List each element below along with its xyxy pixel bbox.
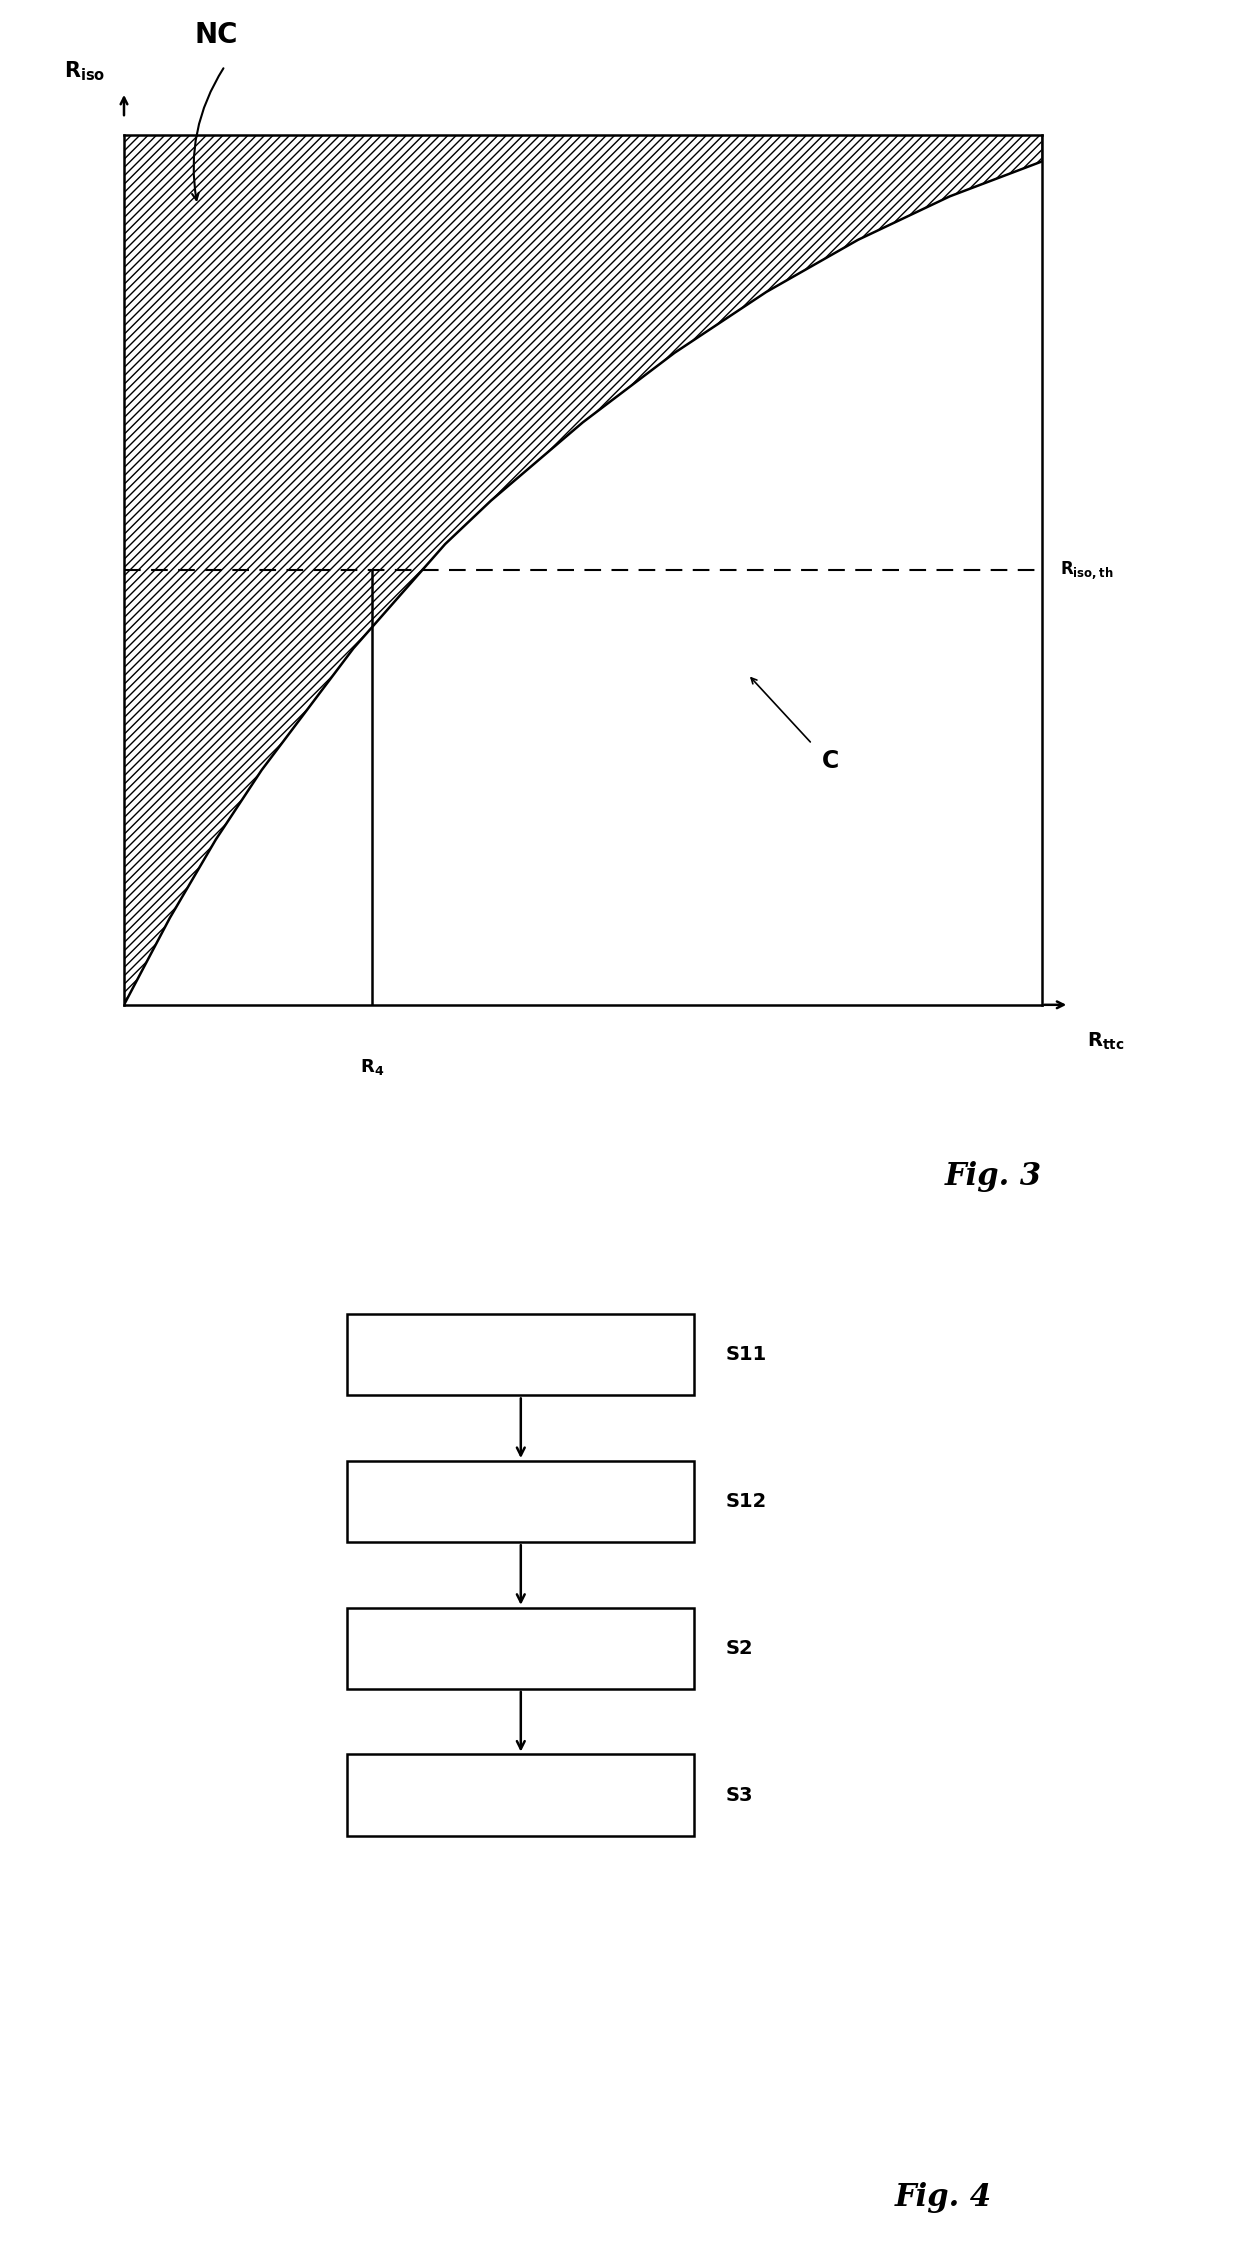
Text: C: C	[821, 750, 838, 774]
Bar	[347, 1461, 694, 1542]
Bar	[347, 1314, 694, 1395]
Text: $\mathbf{R_{iso}}$: $\mathbf{R_{iso}}$	[64, 59, 105, 84]
Text: Fig. 4: Fig. 4	[895, 2181, 992, 2213]
Text: S11: S11	[725, 1346, 766, 1364]
Text: S3: S3	[725, 1786, 753, 1804]
Text: $\mathbf{R_{ttc}}$: $\mathbf{R_{ttc}}$	[1087, 1032, 1125, 1052]
Bar	[347, 1754, 694, 1836]
Text: $\mathbf{R_{iso,th}}$: $\mathbf{R_{iso,th}}$	[1060, 560, 1114, 580]
Bar	[347, 1608, 694, 1689]
Text: S2: S2	[725, 1639, 753, 1657]
Text: Fig. 3: Fig. 3	[945, 1161, 1042, 1192]
Text: NC: NC	[193, 20, 238, 47]
Text: S12: S12	[725, 1493, 766, 1511]
Text: $\mathbf{R_4}$: $\mathbf{R_4}$	[360, 1057, 384, 1077]
